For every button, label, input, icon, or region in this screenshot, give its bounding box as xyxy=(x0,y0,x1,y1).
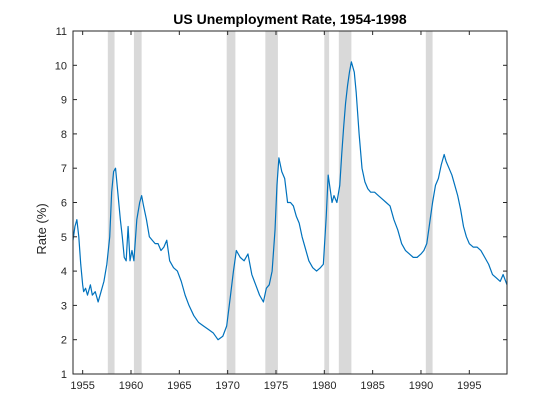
y-tick-label: 6 xyxy=(61,198,67,210)
recession-shading-layer xyxy=(107,31,433,374)
recession-band-6 xyxy=(425,31,433,374)
y-tick-label: 8 xyxy=(61,129,67,141)
series-layer xyxy=(72,61,508,341)
y-tick-label: 7 xyxy=(61,163,67,175)
recession-band-2 xyxy=(226,31,236,374)
y-tick-label: 3 xyxy=(61,300,67,312)
x-tick-label: 1995 xyxy=(457,380,481,392)
recession-band-5 xyxy=(338,31,352,374)
x-axis: 1955 1960 1965 1970 1975 1980 1985 1990 1995 xyxy=(70,31,482,392)
y-tick-label: 2 xyxy=(61,335,67,347)
x-tick-label: 1985 xyxy=(360,380,384,392)
y-tick-label: 4 xyxy=(61,266,67,278)
y-tick-label: 5 xyxy=(61,232,67,244)
recession-band-1 xyxy=(133,31,142,374)
y-axis: 1 2 3 4 5 6 7 8 9 10 11 xyxy=(55,26,507,381)
chart-title: US Unemployment Rate, 1954-1998 xyxy=(173,11,407,27)
x-tick-label: 1965 xyxy=(167,380,191,392)
y-tick-label: 1 xyxy=(61,369,67,381)
x-tick-label: 1980 xyxy=(312,380,336,392)
y-tick-label: 9 xyxy=(61,95,67,107)
x-tick-label: 1955 xyxy=(70,380,94,392)
y-tick-label: 10 xyxy=(55,60,67,72)
y-tick-label: 11 xyxy=(56,26,67,38)
x-tick-label: 1970 xyxy=(215,380,239,392)
recession-band-3 xyxy=(265,31,278,374)
x-tick-label: 1975 xyxy=(264,380,288,392)
x-tick-label: 1960 xyxy=(119,380,143,392)
y-axis-label: Rate (%) xyxy=(34,203,49,254)
series-line-0 xyxy=(72,61,508,341)
x-tick-label: 1990 xyxy=(409,380,433,392)
